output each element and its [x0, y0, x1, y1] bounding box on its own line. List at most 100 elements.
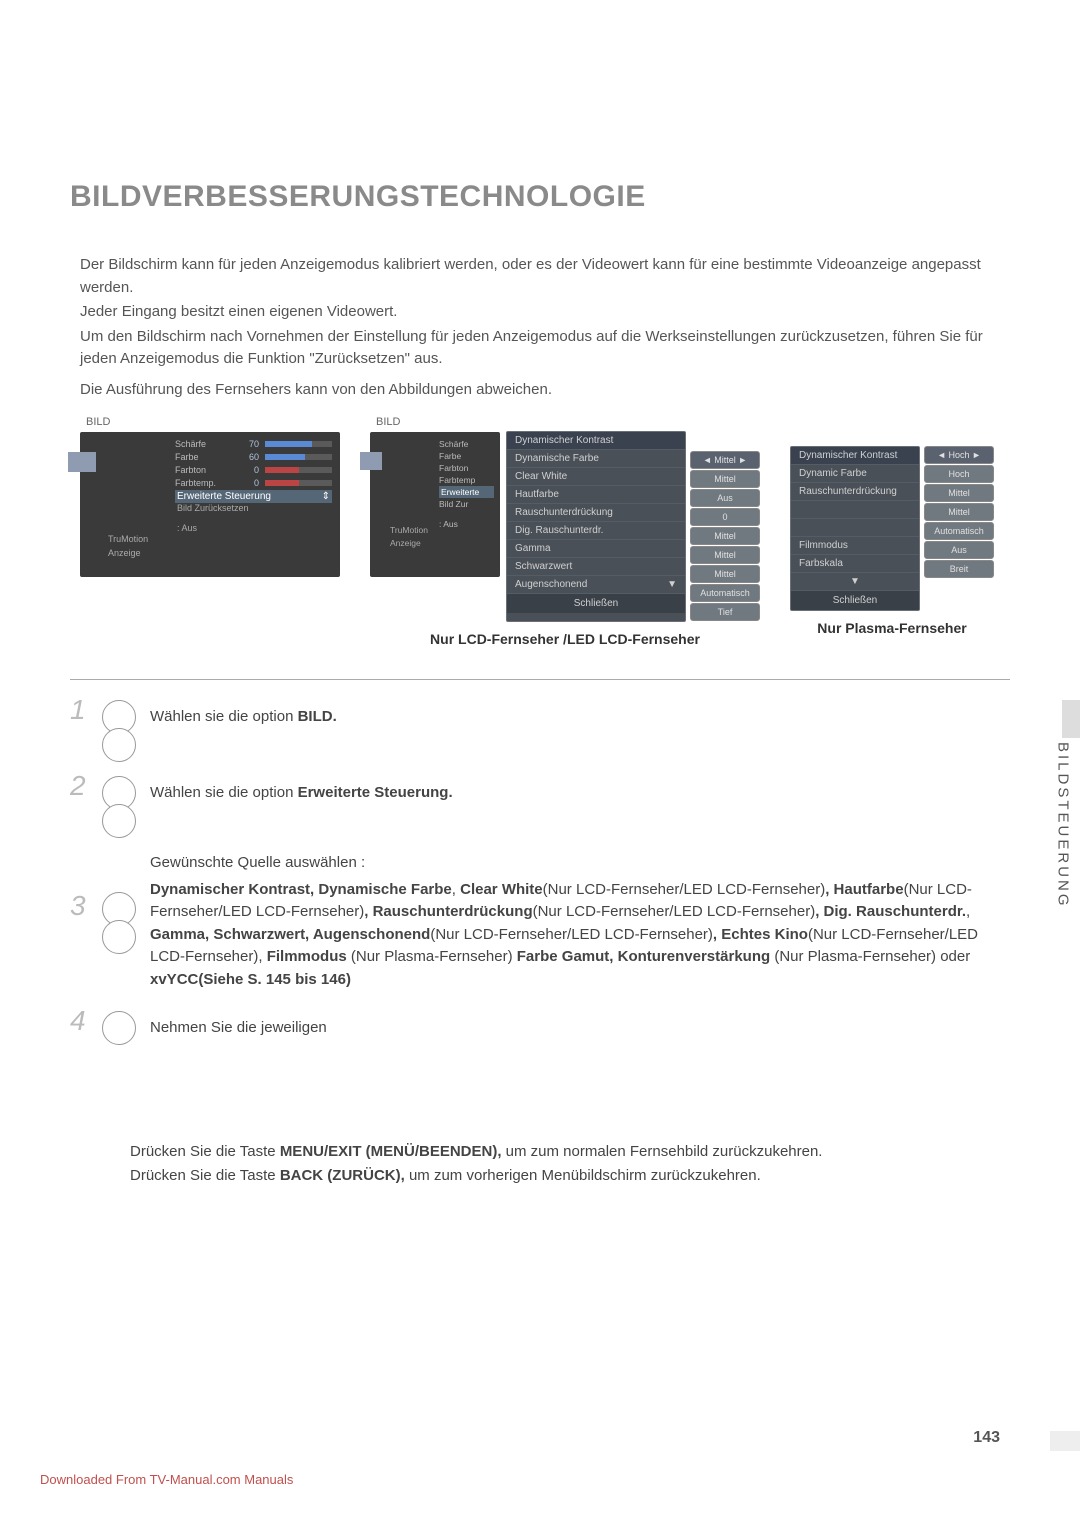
step-3: 3 Gewünschte Quelle auswählen : Dynamisc…: [70, 852, 1010, 991]
osd-row: BILD TruMotion Anzeige Schärfe70 Farbe60…: [70, 416, 1010, 650]
footer-l2-pre: Drücken Sie die Taste: [130, 1167, 280, 1184]
footer-notes: Drücken Sie die Taste MENU/EXIT (MENÜ/BE…: [70, 1140, 1010, 1188]
plasma-item-5: Filmmodus: [791, 537, 919, 555]
step-3-body: Dynamischer Kontrast, Dynamische Farbe, …: [150, 879, 1010, 992]
lcd-val-5: Mittel: [690, 546, 760, 564]
osd1-highlight: Erweiterte Steuerung⇕: [175, 490, 332, 503]
step-2-pre: Wählen sie die option: [150, 784, 298, 801]
footer-l1-pre: Drücken Sie die Taste: [130, 1143, 280, 1160]
steps-block: 1 Wählen sie die option BILD. 2 Wählen s…: [70, 700, 1010, 1040]
step-1-bold: BILD.: [298, 708, 337, 725]
osd2-r0: Schärfe: [439, 438, 494, 450]
side-tab: BILDSTEUERUNG: [1046, 710, 1080, 940]
footer-l1-post: um zum normalen Fernsehbild zurückzukehr…: [502, 1143, 823, 1160]
lcd-item-4: Rauschunterdrückung: [507, 504, 685, 522]
footer-l2-bold: BACK (ZURÜCK),: [280, 1167, 405, 1184]
lcd-val-0: ◄ Mittel ►: [690, 451, 760, 469]
osd1-row-scharfe: Schärfe: [175, 439, 233, 449]
osd2-r3: Farbtemp: [439, 474, 494, 486]
osd2-r1: Farbe: [439, 450, 494, 462]
button-icon: [102, 920, 136, 954]
lcd-item-5: Dig. Rauschunterdr.: [507, 522, 685, 540]
plasma-val-6: Breit: [924, 560, 994, 578]
lcd-settings-list: Dynamischer Kontrast Dynamische Farbe Cl…: [506, 431, 686, 622]
lcd-caption: Nur LCD-Fernseher /LED LCD-Fernseher: [370, 630, 760, 650]
step-4-number: 4: [70, 1007, 88, 1035]
lcd-val-2: Aus: [690, 489, 760, 507]
plasma-caption: Nur Plasma-Fernseher: [790, 619, 994, 639]
plasma-val-3: Mittel: [924, 503, 994, 521]
step-2-number: 2: [70, 772, 88, 800]
plasma-item-3: [791, 501, 919, 519]
osd2-reset: Bild Zur: [439, 498, 494, 510]
plasma-values: ◄ Hoch ► Hoch Mittel Mittel Automatisch …: [924, 446, 994, 611]
lcd-item-8: Augenschonend▼: [507, 576, 685, 594]
osd-panel-1: BILD TruMotion Anzeige Schärfe70 Farbe60…: [80, 416, 340, 577]
step-3-pre: Gewünschte Quelle auswählen :: [150, 852, 1010, 875]
osd1-tab-icon: [68, 452, 96, 472]
deviation-note: Die Ausführung des Fernsehers kann von d…: [70, 381, 1010, 398]
lcd-val-1: Mittel: [690, 470, 760, 488]
step-1-number: 1: [70, 696, 88, 724]
plasma-val-0: ◄ Hoch ►: [924, 446, 994, 464]
lcd-item-0: Dynamischer Kontrast: [507, 432, 685, 450]
page-num-marker: [1050, 1431, 1080, 1451]
lcd-item-6: Gamma: [507, 540, 685, 558]
intro-p2: Jeder Eingang besitzt einen eigenen Vide…: [80, 301, 1010, 324]
lcd-val-6: Mittel: [690, 565, 760, 583]
footer-l1-bold: MENU/EXIT (MENÜ/BEENDEN),: [280, 1143, 502, 1160]
lcd-item-7: Schwarzwert: [507, 558, 685, 576]
step-4-text: Nehmen Sie die jeweiligen: [150, 1011, 1010, 1040]
lcd-values: ◄ Mittel ► Mittel Aus 0 Mittel Mittel Mi…: [690, 451, 760, 622]
osd-group-lcd: BILD TruMotion Anzeige Schärfe Farbe Far…: [370, 416, 760, 650]
plasma-item-0: Dynamischer Kontrast: [791, 447, 919, 465]
osd1-left-anzeige: Anzeige: [108, 546, 167, 560]
button-icon: [102, 728, 136, 762]
plasma-item-4: [791, 519, 919, 537]
download-footer: Downloaded From TV-Manual.com Manuals: [40, 1472, 293, 1487]
plasma-val-2: Mittel: [924, 484, 994, 502]
plasma-item-arrow: ▼: [791, 573, 919, 591]
osd2-tab-icon: [360, 452, 382, 470]
separator: [70, 679, 1010, 680]
osd2-highlight: Erweiterte: [439, 486, 494, 498]
osd2-title: BILD: [376, 416, 500, 428]
plasma-val-1: Hoch: [924, 465, 994, 483]
osd1-title: BILD: [86, 416, 340, 428]
lcd-val-8: Tief: [690, 603, 760, 621]
lcd-item-2: Clear White: [507, 468, 685, 486]
osd1-row-farbe: Farbe: [175, 452, 233, 462]
plasma-footer: Schließen: [791, 591, 919, 610]
plasma-val-4: Automatisch: [924, 522, 994, 540]
plasma-item-2: Rauschunterdrückung: [791, 483, 919, 501]
osd2-aus: : Aus: [439, 518, 494, 530]
step-4: 4 Nehmen Sie die jeweiligen: [70, 1011, 1010, 1040]
plasma-settings-list: Dynamischer Kontrast Dynamic Farbe Rausc…: [790, 446, 920, 611]
lcd-item-1: Dynamische Farbe: [507, 450, 685, 468]
osd1-row-farbton: Farbton: [175, 465, 233, 475]
step-2: 2 Wählen sie die option Erweiterte Steue…: [70, 776, 1010, 832]
lcd-val-3: 0: [690, 508, 760, 526]
button-icon: [102, 1011, 136, 1045]
side-tab-label: BILDSTEUERUNG: [1055, 742, 1072, 909]
button-icon: [102, 804, 136, 838]
osd1-aus: : Aus: [175, 523, 332, 533]
osd1-row-farbtemp: Farbtemp.: [175, 478, 233, 488]
osd2-r2: Farbton: [439, 462, 494, 474]
page-number: 143: [973, 1429, 1000, 1447]
osd2-left-anzeige: Anzeige: [390, 537, 435, 551]
lcd-val-4: Mittel: [690, 527, 760, 545]
osd2-left-trumotion: TruMotion: [390, 524, 435, 538]
footer-l2-post: um zum vorherigen Menübildschirm zurückz…: [405, 1167, 761, 1184]
lcd-footer: Schließen: [507, 594, 685, 613]
side-tab-marker: [1062, 700, 1080, 738]
intro-p3: Um den Bildschirm nach Vornehmen der Ein…: [80, 326, 1010, 371]
step-1-pre: Wählen sie die option: [150, 708, 298, 725]
step-3-number: 3: [70, 892, 88, 920]
plasma-val-5: Aus: [924, 541, 994, 559]
osd1-left-trumotion: TruMotion: [108, 532, 167, 546]
step-1: 1 Wählen sie die option BILD.: [70, 700, 1010, 756]
lcd-item-3: Hautfarbe: [507, 486, 685, 504]
page-title: BILDVERBESSERUNGSTECHNOLOGIE: [70, 180, 1010, 214]
plasma-item-1: Dynamic Farbe: [791, 465, 919, 483]
